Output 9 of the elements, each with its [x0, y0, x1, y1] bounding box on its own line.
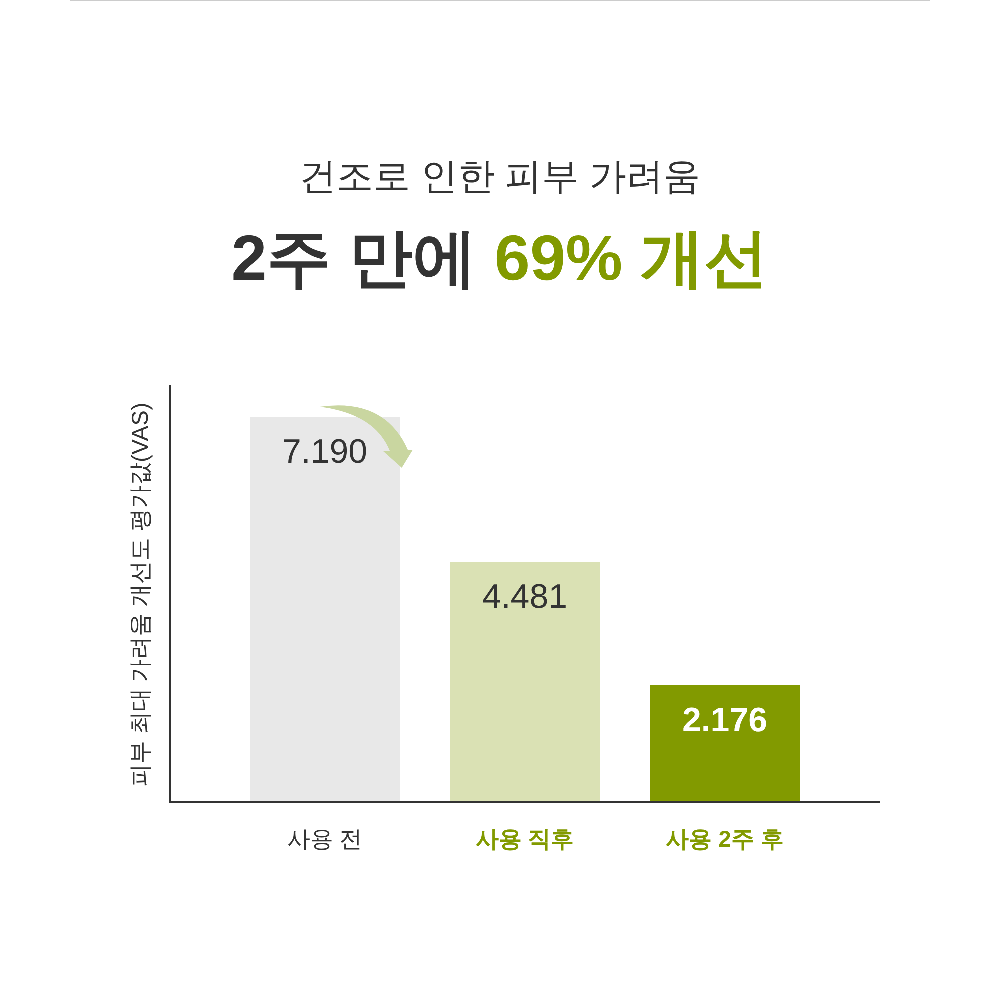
data-label: 7.190 — [282, 433, 368, 471]
x-tick-label: 사용 전 — [287, 826, 363, 852]
data-label: 2.176 — [682, 701, 768, 740]
x-tick-label: 사용 2주 후 — [666, 826, 784, 852]
chart-subtitle: 2주 만에 69% 개선 — [231, 222, 769, 294]
data-label: 4.481 — [482, 578, 568, 616]
y-axis-title: 피부 최대 가려움 개선도 평가값(VAS) — [127, 402, 153, 788]
chart-title: 건조로 인한 피부 가려움 — [300, 156, 700, 197]
x-tick-label: 사용 직후 — [476, 826, 574, 852]
